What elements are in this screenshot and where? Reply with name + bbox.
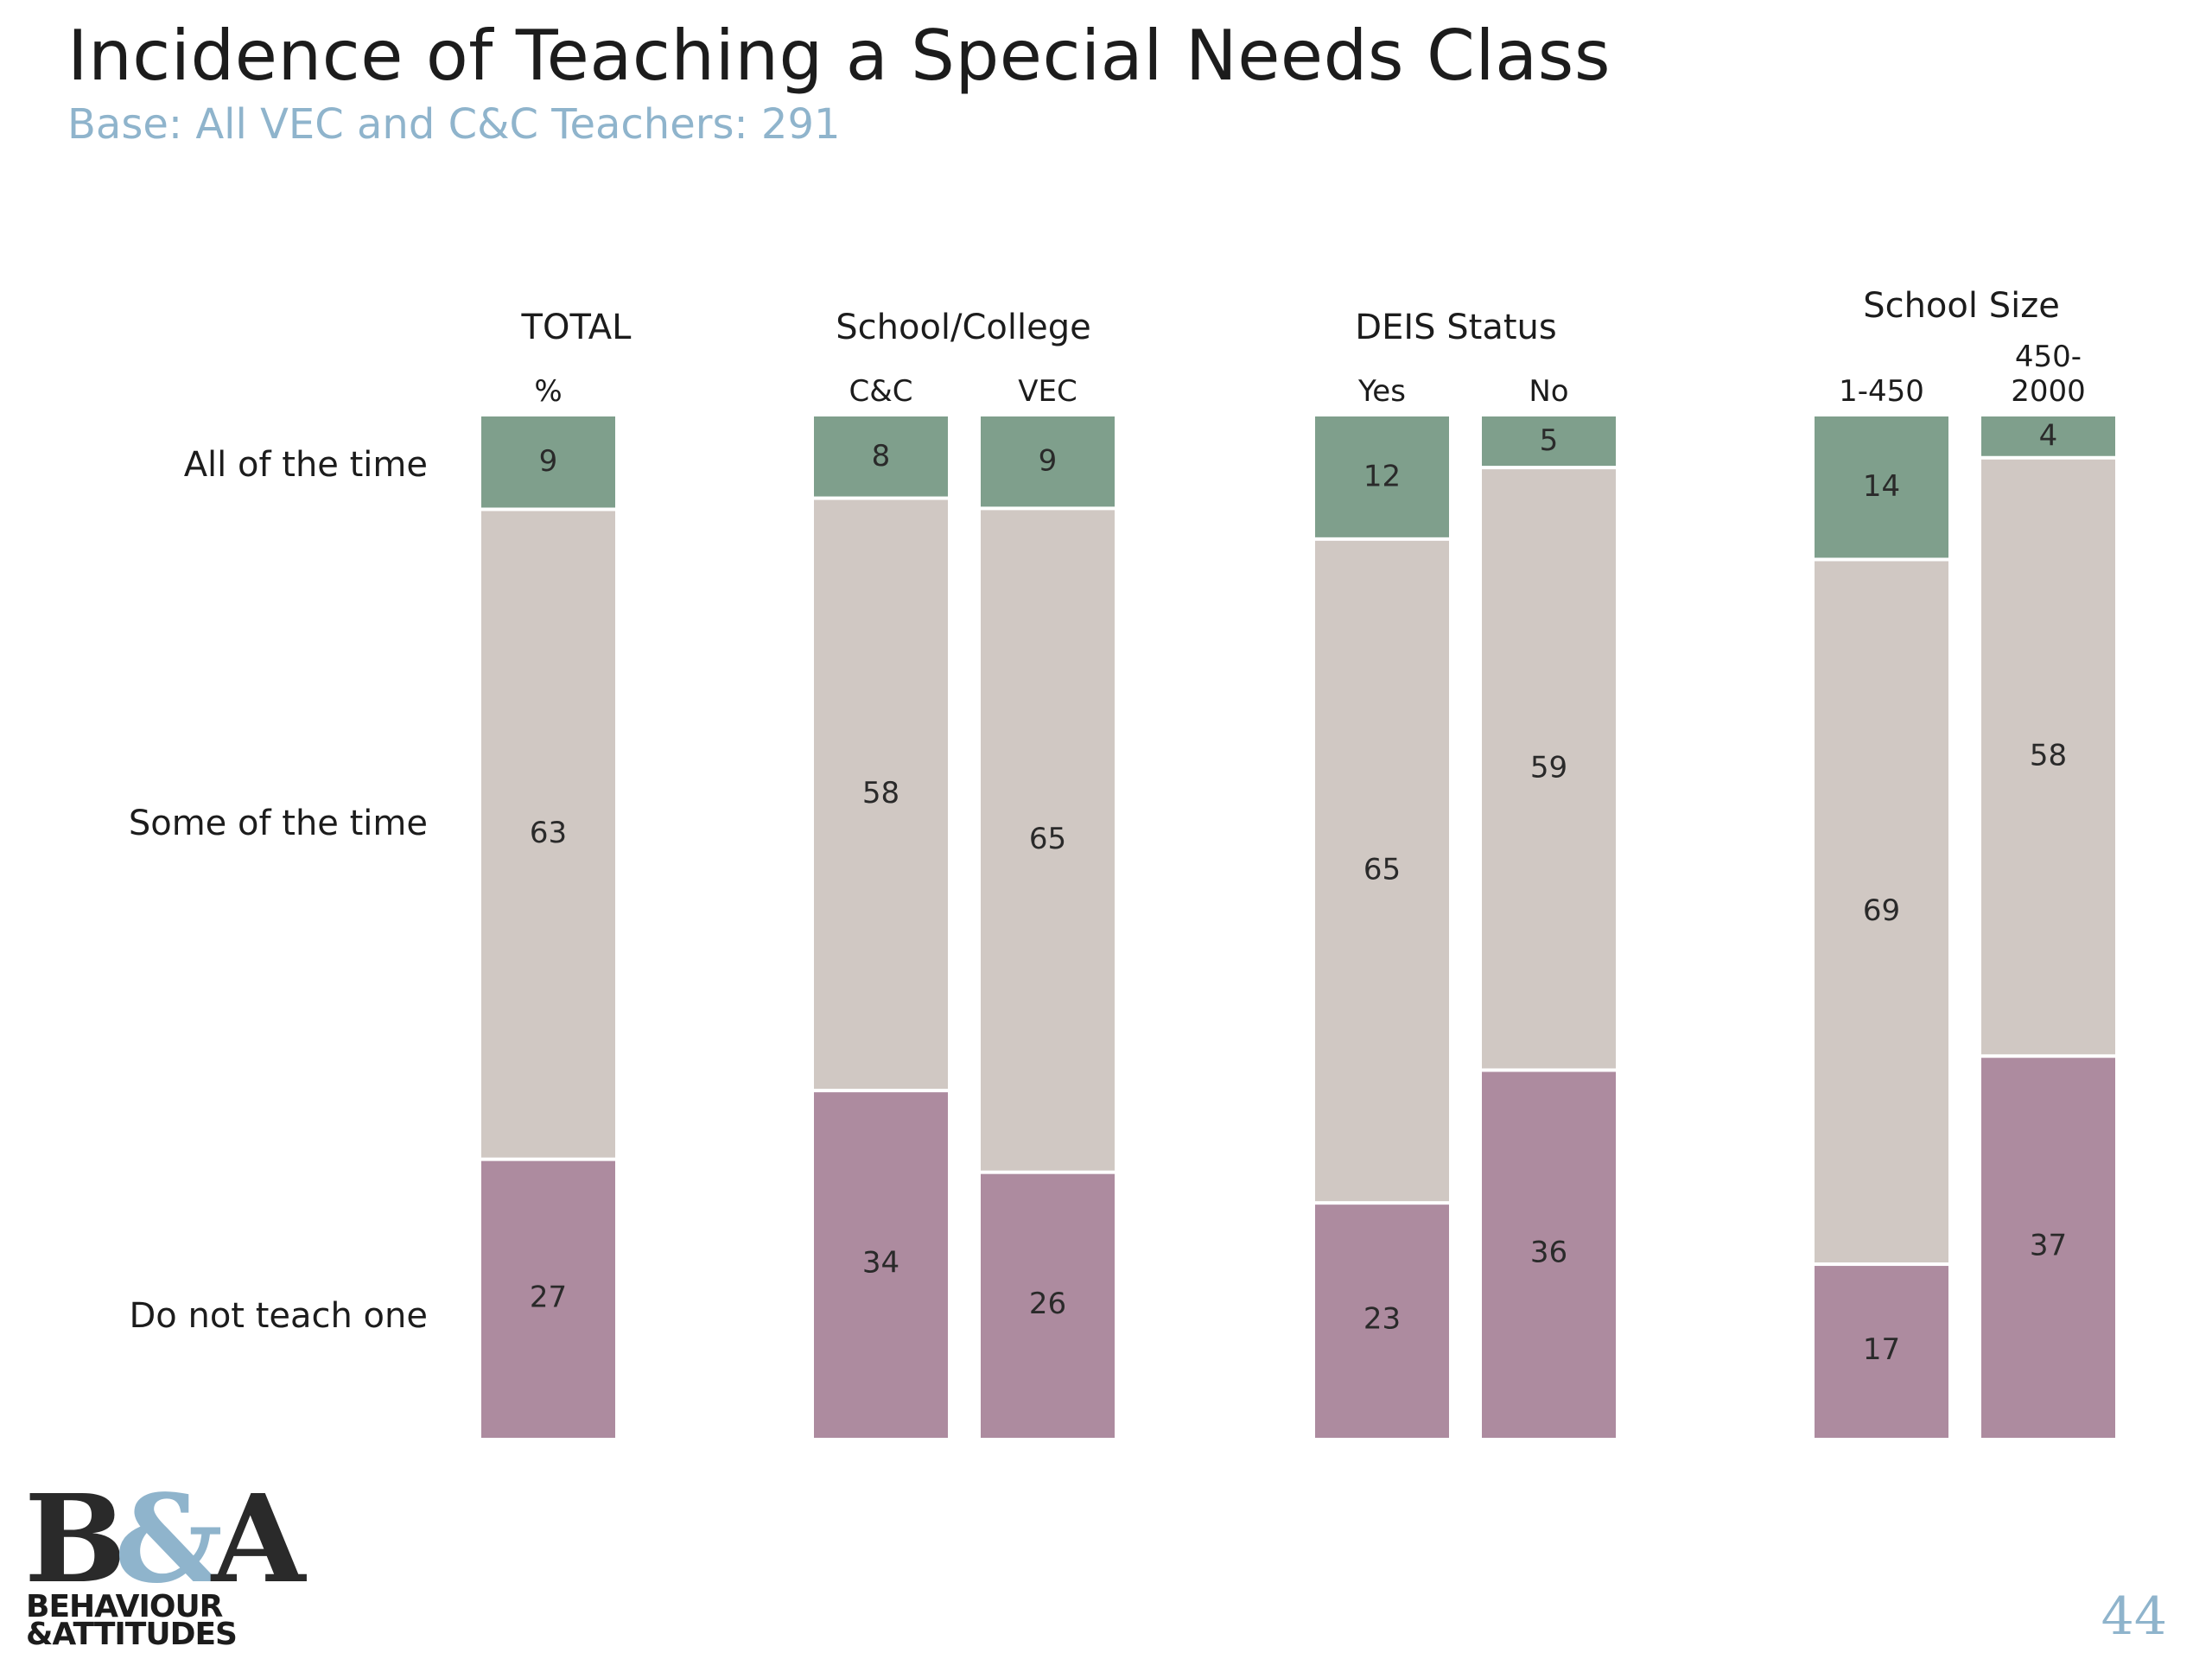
logo-mark-ampersand: & <box>114 1469 223 1611</box>
bar-segment <box>981 1173 1115 1438</box>
data-label: 26 <box>1029 1287 1066 1321</box>
bar-segment <box>981 416 1115 507</box>
data-label: 36 <box>1530 1236 1567 1270</box>
bar-segment <box>1815 416 1948 558</box>
bar-segment <box>481 416 615 508</box>
bar-label: VEC <box>1018 374 1077 409</box>
bar-segment <box>481 511 615 1158</box>
data-label: 65 <box>1363 852 1401 887</box>
bar-segment <box>1981 1058 2115 1438</box>
behaviour-attitudes-logo: B&A BEHAVIOUR &ATTITUDES <box>24 1479 305 1652</box>
group-label: DEIS Status <box>1355 308 1556 347</box>
data-label: 65 <box>1029 822 1066 856</box>
bar-segment <box>981 510 1115 1171</box>
page-number: 44 <box>2101 1586 2167 1647</box>
data-label: 5 <box>1540 423 1559 458</box>
data-label: 4 <box>2039 418 2058 453</box>
group-label: TOTAL <box>521 308 632 347</box>
data-label: 58 <box>862 776 899 810</box>
data-label: 27 <box>530 1280 567 1314</box>
bar-segment <box>1981 416 2115 456</box>
bar-segment <box>1482 416 1616 467</box>
logo-mark-a: A <box>211 1469 306 1611</box>
bar-label: 1-450 <box>1839 374 1924 409</box>
bar-label: 450-2000 <box>2011 340 2086 409</box>
data-label: 17 <box>1863 1332 1900 1367</box>
data-label: 14 <box>1863 469 1900 504</box>
logo-mark-b: B <box>24 1469 126 1611</box>
bar-segment <box>1815 1266 1948 1438</box>
data-label: 8 <box>872 439 891 474</box>
logo-text-line-1: BEHAVIOUR <box>26 1589 223 1624</box>
series-label: Some of the time <box>129 804 428 843</box>
logo-text-line-2: &ATTITUDES <box>26 1617 238 1652</box>
group-label: School Size <box>1863 286 2060 326</box>
data-label: 59 <box>1530 750 1567 785</box>
bar-label: Yes <box>1357 374 1406 409</box>
chart-title: Incidence of Teaching a Special Needs Cl… <box>67 16 1611 96</box>
bar-segment <box>481 1160 615 1438</box>
bar-segment <box>1981 459 2115 1055</box>
logo-mark: B&A <box>24 1479 305 1600</box>
bar-segment <box>814 499 948 1090</box>
data-label: 63 <box>530 816 567 850</box>
bar-segment <box>1815 561 1948 1263</box>
bar-segment <box>1315 540 1449 1202</box>
data-label: 23 <box>1363 1302 1401 1337</box>
data-label: 58 <box>2030 739 2067 773</box>
data-label: 9 <box>1039 444 1058 479</box>
data-label: 37 <box>2030 1229 2067 1263</box>
bar-label: % <box>534 374 562 409</box>
bar-segment <box>814 1092 948 1438</box>
bar-segment <box>1315 1205 1449 1438</box>
series-label: All of the time <box>184 445 428 485</box>
data-label: 12 <box>1363 459 1401 493</box>
data-label: 34 <box>862 1246 899 1281</box>
chart-subtitle: Base: All VEC and C&C Teachers: 291 <box>67 100 841 149</box>
group-label: School/College <box>836 308 1091 347</box>
series-label: Do not teach one <box>129 1296 428 1336</box>
bar-segment <box>1482 469 1616 1069</box>
data-label: 9 <box>539 444 558 479</box>
bar-segment <box>1315 416 1449 537</box>
bar-segment <box>1482 1071 1616 1438</box>
bar-segment <box>814 416 948 497</box>
bar-label: C&C <box>849 374 913 409</box>
bar-label: No <box>1529 374 1568 409</box>
data-label: 69 <box>1863 893 1900 928</box>
